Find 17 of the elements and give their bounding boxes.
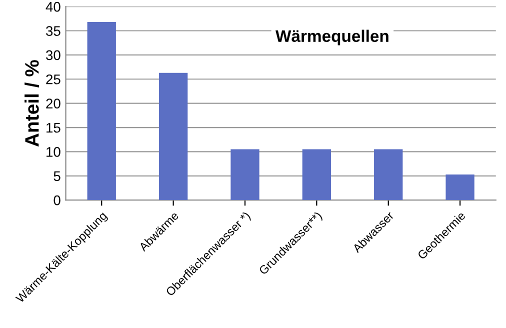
text: Wärmequellen [276,30,388,46]
y-axis-title: Anteil / % [24,60,40,147]
bar [302,149,332,200]
y-tick-label: 20 [46,98,60,108]
y-tick-label: 40 [46,2,60,12]
y-tick-label: 10 [46,147,60,157]
bar [230,149,260,200]
y-tick-label: 0 [54,195,60,206]
bar [446,174,474,200]
y-tick-label: 15 [46,122,60,133]
bar [374,149,403,200]
y-tick-label: 35 [46,26,60,36]
y-tick-label: 5 [54,171,60,182]
y-tick-label: 30 [46,50,60,60]
bar [87,22,116,200]
bar [158,72,188,200]
y-tick-label: 25 [46,74,60,84]
